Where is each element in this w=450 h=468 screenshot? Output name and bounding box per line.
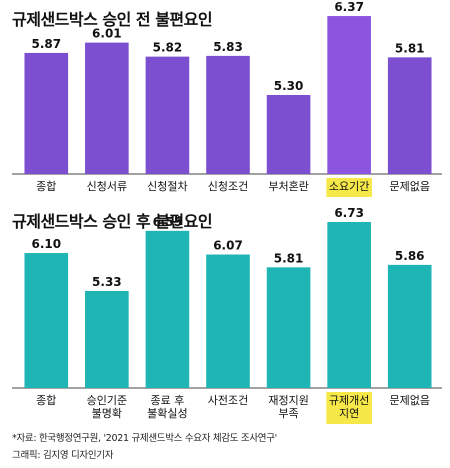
- category-label-4-line-0: 재정지원: [268, 394, 308, 407]
- bar-5: [327, 221, 371, 388]
- value-label-2: 6.55: [153, 215, 183, 229]
- bar-5: [327, 16, 371, 175]
- value-label-5: 6.73: [334, 206, 364, 220]
- category-label-6: 문제없음: [389, 180, 429, 193]
- category-label-1: 신청서류: [87, 180, 127, 193]
- category-label-5: 소요기간: [329, 180, 369, 193]
- value-label-1: 6.01: [92, 27, 122, 41]
- category-label-2: 신청절차: [147, 180, 187, 193]
- bar-4: [266, 267, 311, 388]
- bar-6: [387, 57, 432, 174]
- value-label-4: 5.81: [274, 251, 304, 265]
- value-label-5: 6.37: [334, 0, 364, 14]
- chart-1-bars: 5.87 종합 6.01 신청서류 5.82 신청절차 5.83 신청조건 5.30 부처혼란 6.…: [12, 0, 442, 197]
- category-label-1-line-0: 승인기준: [87, 394, 127, 407]
- category-label-6: 문제없음: [389, 394, 429, 407]
- value-label-0: 5.87: [31, 37, 61, 51]
- chart-1-title: 규제샌드박스 승인 전 불편요인: [12, 10, 213, 29]
- bar-0: [24, 253, 69, 388]
- bar-1: [85, 42, 129, 174]
- source-note: *자료: 한국행정연구원, '2021 규제샌드박스 수요자 체감도 조사연구': [12, 433, 277, 444]
- category-label-4-line-1: 부족: [278, 407, 298, 420]
- bar-6: [387, 264, 432, 388]
- highlight-label-box-5: [326, 392, 372, 424]
- value-label-6: 5.81: [395, 41, 425, 55]
- category-label-5-line-0: 규제개선: [329, 394, 369, 407]
- value-label-3: 6.07: [213, 239, 243, 253]
- highlight-label-box-5: [326, 178, 372, 197]
- bar-4: [266, 95, 311, 174]
- category-label-3: 사전조건: [208, 394, 248, 407]
- category-label-4: 부처혼란: [268, 180, 308, 193]
- bar-1: [85, 291, 129, 388]
- category-label-1-line-1: 불명확: [92, 407, 122, 420]
- category-label-0: 종합: [36, 180, 56, 193]
- graphic-credit: 그래픽: 김지영 디자인기자: [12, 450, 114, 461]
- value-label-3: 5.83: [213, 40, 243, 54]
- category-label-0: 종합: [36, 394, 56, 407]
- category-label-3: 신청조건: [208, 180, 248, 193]
- bar-3: [206, 55, 250, 174]
- bar-2: [145, 56, 190, 174]
- chart-2-title: 규제샌드박스 승인 후 불편요인: [12, 212, 213, 231]
- bar-2: [145, 230, 190, 388]
- category-label-2-line-1: 불확실성: [147, 407, 187, 420]
- value-label-4: 5.30: [274, 79, 304, 93]
- bar-0: [24, 52, 69, 174]
- category-label-5-line-1: 지연: [339, 407, 359, 420]
- value-label-6: 5.86: [395, 249, 425, 263]
- category-label-2-line-0: 종료 후: [150, 394, 184, 407]
- bar-3: [206, 254, 250, 388]
- value-label-1: 5.33: [92, 275, 122, 289]
- value-label-0: 6.10: [31, 237, 61, 251]
- value-label-2: 5.82: [153, 41, 183, 55]
